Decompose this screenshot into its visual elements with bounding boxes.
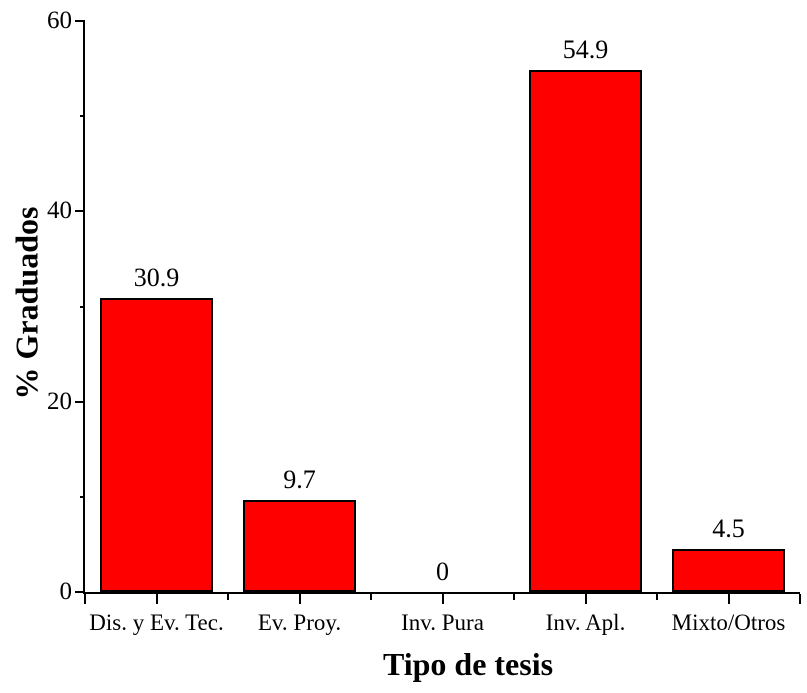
x-category-label: Dis. y Ev. Tec. [89, 610, 224, 635]
y-major-tick [75, 591, 85, 593]
x-axis-title: Tipo de tesis [382, 646, 554, 682]
x-category-tick [298, 594, 301, 604]
y-tick-label: 40 [47, 197, 72, 225]
bar [529, 69, 642, 592]
x-division-tick [84, 594, 86, 604]
y-axis-title: % Graduados [8, 206, 45, 400]
y-tick-label: 0 [59, 578, 73, 605]
x-category-label: Mixto/Otros [671, 610, 786, 635]
x-division-tick [799, 594, 801, 604]
bar-value-label: 4.5 [712, 514, 745, 544]
x-division-tick [656, 594, 658, 600]
y-major-tick [75, 210, 85, 213]
y-major-tick [75, 20, 85, 22]
x-category-tick [441, 594, 444, 604]
y-minor-tick [80, 305, 85, 308]
x-category-tick [155, 594, 158, 604]
x-category-label: Inv. Pura [401, 610, 484, 635]
x-category-label: Inv. Apl. [545, 610, 626, 635]
y-major-tick [75, 400, 85, 403]
y-tick-label: 60 [47, 7, 72, 34]
x-category-tick [727, 594, 730, 604]
y-minor-tick [80, 115, 85, 118]
plot-area [83, 21, 800, 594]
bar-value-label: 54.9 [562, 34, 609, 64]
bar-value-label: 0 [436, 557, 449, 586]
x-category-label: Ev. Proy. [257, 610, 342, 635]
bar [100, 297, 213, 592]
x-division-tick [513, 594, 515, 600]
bar-value-label: 9.7 [283, 464, 316, 494]
x-category-tick [584, 594, 587, 604]
bar [672, 549, 785, 592]
x-division-tick [370, 594, 372, 600]
bar [243, 499, 356, 592]
y-tick-label: 20 [47, 387, 72, 415]
y-minor-tick [80, 495, 85, 498]
x-division-tick [227, 594, 229, 600]
bar-value-label: 30.9 [133, 262, 180, 292]
